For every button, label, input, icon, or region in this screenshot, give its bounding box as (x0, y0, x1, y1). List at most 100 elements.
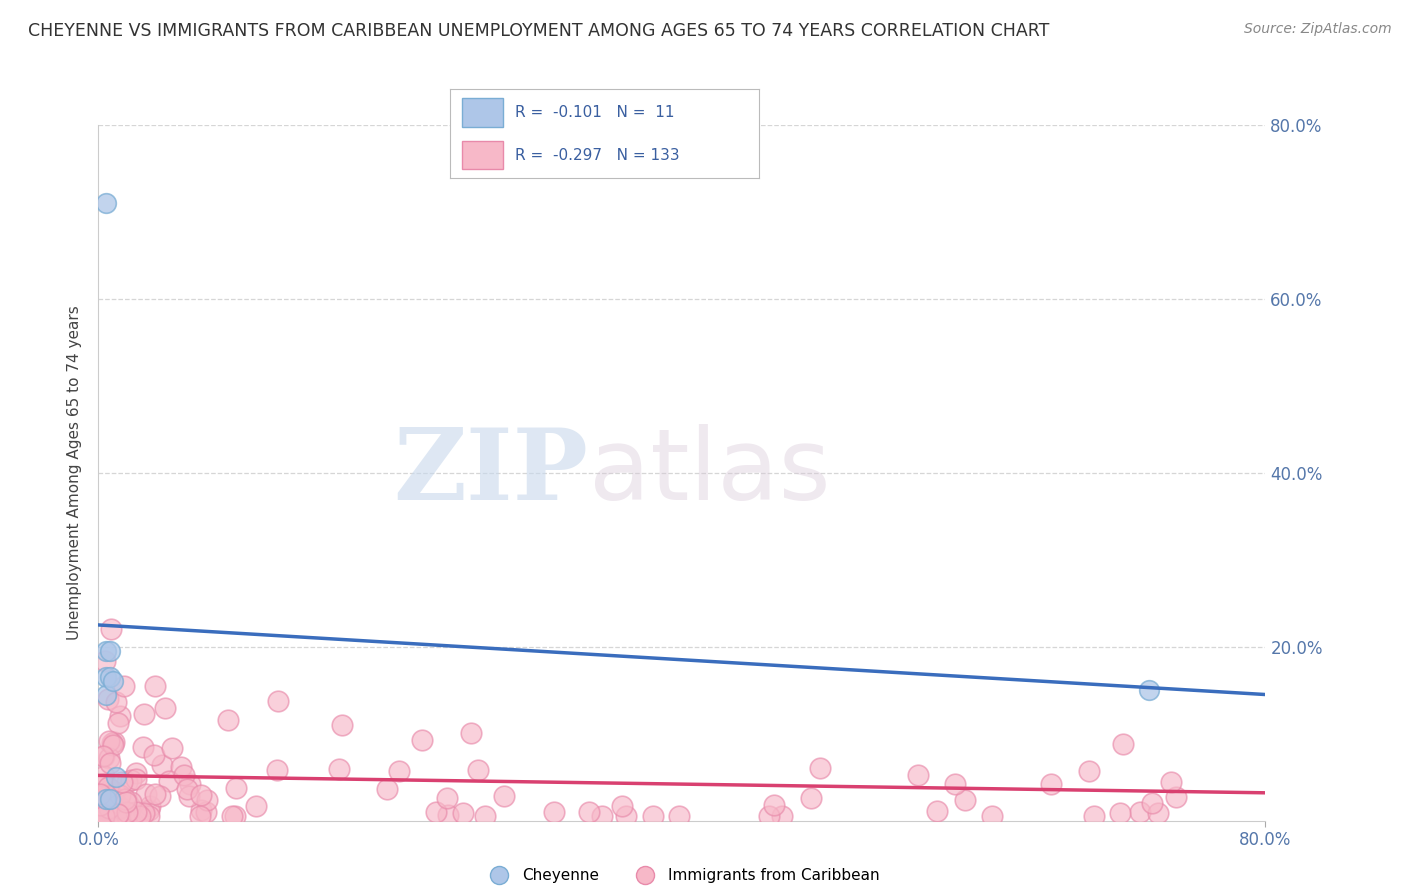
Point (96, 780, 118, 795)
Point (98, 734, 121, 748)
Point (578, 805, 600, 820)
Point (1140, 796, 1163, 810)
Point (120, 773, 142, 788)
Point (138, 799, 160, 814)
Point (1083, 809, 1105, 823)
Point (1146, 805, 1168, 820)
Text: Source: ZipAtlas.com: Source: ZipAtlas.com (1244, 22, 1392, 37)
Point (101, 795, 124, 809)
Point (91, 809, 114, 823)
Point (225, 781, 247, 796)
Point (614, 809, 637, 823)
Point (188, 808, 211, 822)
Legend: Cheyenne, Immigrants from Caribbean: Cheyenne, Immigrants from Caribbean (478, 863, 886, 889)
Point (107, 809, 129, 823)
Point (953, 793, 976, 807)
Point (111, 775, 134, 789)
Point (179, 777, 201, 791)
Point (104, 785, 127, 799)
Point (643, 809, 665, 823)
Point (138, 809, 160, 823)
Point (474, 809, 496, 823)
Point (135, 787, 157, 801)
Point (411, 733, 433, 747)
Point (907, 768, 929, 782)
Point (169, 760, 191, 774)
Point (437, 808, 460, 822)
Point (94, 802, 117, 816)
Point (1129, 805, 1152, 820)
Point (94, 644, 117, 658)
Point (981, 809, 1004, 823)
Point (543, 805, 565, 820)
Point (153, 700, 176, 714)
Point (160, 741, 183, 756)
Point (93, 808, 115, 822)
Point (591, 809, 613, 823)
Point (89, 789, 111, 804)
Point (90, 809, 112, 823)
Point (89, 797, 111, 812)
Point (107, 806, 129, 821)
Point (134, 706, 156, 721)
Point (668, 809, 690, 823)
Point (800, 791, 823, 805)
Point (110, 789, 132, 803)
Point (1164, 790, 1187, 805)
Point (93, 805, 115, 819)
Point (98, 670, 121, 684)
Point (101, 735, 124, 749)
Point (179, 789, 201, 803)
Point (467, 763, 489, 777)
Text: ZIP: ZIP (394, 425, 589, 521)
Point (125, 766, 148, 780)
Point (143, 679, 166, 693)
Point (94, 688, 117, 702)
Point (115, 805, 138, 820)
Point (190, 788, 212, 802)
Point (101, 674, 124, 689)
Y-axis label: Unemployment Among Ages 65 to 74 years: Unemployment Among Ages 65 to 74 years (67, 305, 83, 640)
Point (101, 789, 124, 803)
Point (98, 750, 121, 764)
Point (159, 773, 181, 788)
Point (328, 762, 350, 776)
Point (101, 803, 124, 817)
Point (98, 644, 121, 658)
Point (89, 787, 111, 801)
Point (100, 782, 122, 797)
Point (115, 775, 138, 789)
Point (1160, 775, 1182, 789)
Point (943, 777, 966, 791)
Point (110, 709, 132, 723)
Point (98, 787, 121, 801)
Point (221, 808, 243, 822)
Point (194, 805, 217, 819)
Point (89, 788, 111, 802)
Point (90, 807, 112, 822)
Point (115, 809, 138, 823)
Text: atlas: atlas (589, 425, 830, 521)
Point (770, 809, 793, 823)
Point (460, 726, 482, 740)
Point (125, 772, 148, 786)
Point (93, 749, 115, 764)
Point (1137, 683, 1160, 698)
Point (100, 806, 122, 821)
Point (143, 787, 166, 801)
Point (176, 782, 198, 797)
Point (1039, 777, 1062, 791)
Point (120, 795, 142, 809)
Text: R =  -0.101   N =  11: R = -0.101 N = 11 (515, 105, 675, 120)
Point (101, 738, 124, 752)
Point (101, 790, 124, 805)
Point (266, 763, 288, 777)
Point (927, 804, 949, 818)
Point (94, 654, 117, 668)
Point (108, 800, 131, 814)
Point (124, 805, 146, 820)
Text: R =  -0.297   N = 133: R = -0.297 N = 133 (515, 148, 679, 162)
Point (114, 792, 136, 806)
Point (94, 670, 117, 684)
Text: CHEYENNE VS IMMIGRANTS FROM CARIBBEAN UNEMPLOYMENT AMONG AGES 65 TO 74 YEARS COR: CHEYENNE VS IMMIGRANTS FROM CARIBBEAN UN… (28, 22, 1049, 40)
